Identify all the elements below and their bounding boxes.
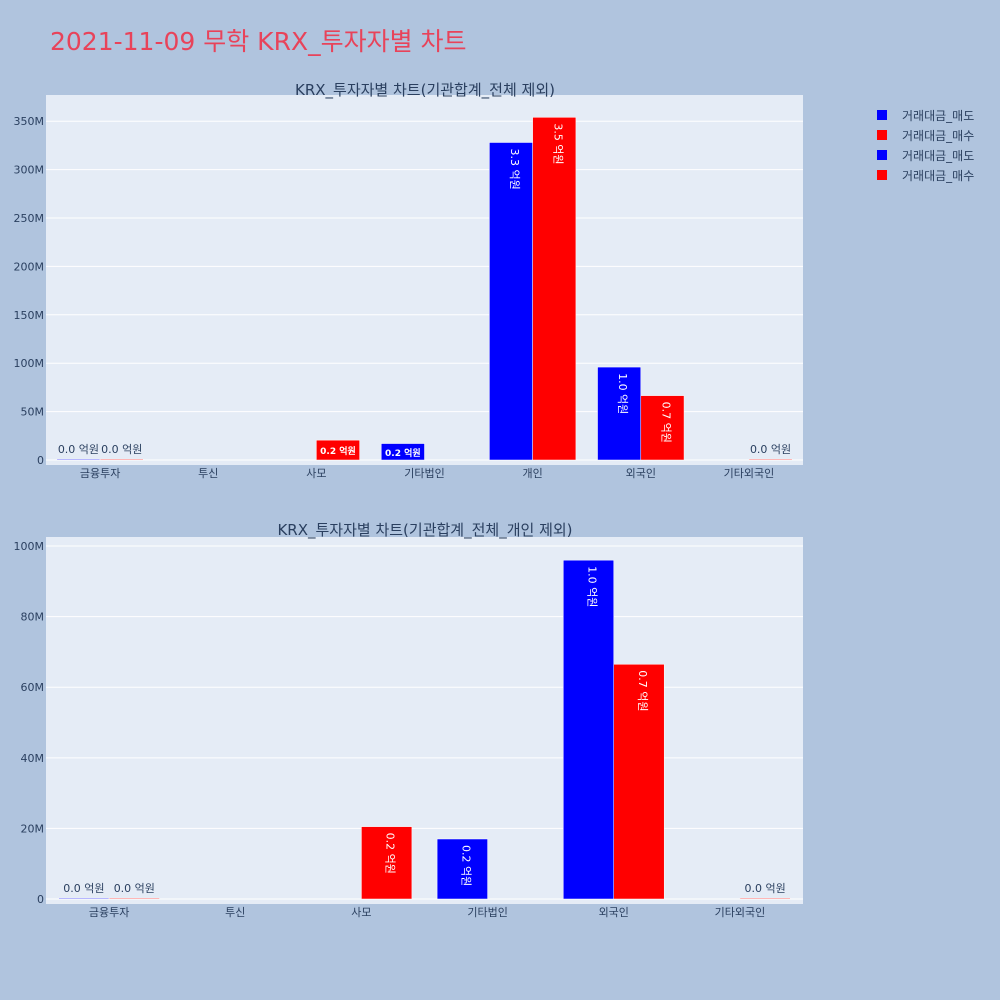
y-tick-label: 300M (14, 164, 45, 177)
bar (108, 897, 160, 900)
data-label: 3.5 억원 (551, 123, 564, 164)
y-tick-label: 50M (21, 406, 45, 419)
bar (58, 897, 110, 900)
data-label: 0.0 억원 (63, 882, 104, 895)
data-label: 0.0 억원 (114, 882, 155, 895)
x-tick-label: 개인 (523, 467, 543, 480)
legend-label: 거래대금_매도 (902, 149, 974, 163)
y-tick-label: 100M (14, 357, 45, 370)
legend-label: 거래대금_매수 (902, 169, 974, 183)
bar (489, 142, 533, 461)
y-tick-label: 200M (14, 260, 45, 273)
x-tick-label: 금융투자 (89, 906, 129, 919)
data-label: 0.7 억원 (636, 670, 649, 711)
bar (613, 664, 665, 900)
x-tick-label: 사모 (351, 906, 371, 919)
x-tick-label: 외국인 (599, 906, 629, 919)
bar (532, 117, 577, 461)
bar (56, 458, 101, 461)
y-tick-label: 60M (21, 681, 45, 694)
y-tick-label: 0 (37, 454, 44, 467)
plot-area (46, 537, 803, 904)
data-label: 0.0 억원 (101, 443, 142, 456)
data-label: 0.2 억원 (384, 833, 397, 874)
x-tick-label: 투신 (198, 467, 218, 480)
x-tick-label: 기타외국인 (724, 467, 775, 480)
bar (361, 826, 413, 900)
y-tick-label: 100M (14, 540, 45, 553)
x-tick-label: 투신 (225, 906, 245, 919)
bar (563, 559, 614, 900)
data-label: 3.3 억원 (508, 148, 521, 189)
bar (380, 443, 425, 461)
x-tick-label: 사모 (306, 467, 326, 480)
y-tick-label: 150M (14, 309, 45, 322)
bar (739, 897, 791, 900)
y-tick-label: 40M (21, 752, 45, 765)
data-label: 0.0 억원 (745, 882, 786, 895)
y-tick-label: 80M (21, 611, 45, 624)
bar (436, 838, 488, 900)
legend-label: 거래대금_매수 (902, 129, 974, 143)
legend-swatch (877, 130, 887, 140)
y-tick-label: 250M (14, 212, 45, 225)
data-label: 0.0 억원 (750, 443, 791, 456)
legend-swatch (877, 110, 887, 120)
legend-swatch (877, 150, 887, 160)
plot-area (46, 95, 803, 465)
data-label: 1.0 억원 (586, 566, 599, 607)
bar (316, 439, 360, 461)
data-label: 0.2 억원 (385, 447, 421, 459)
x-tick-label: 기타법인 (404, 467, 444, 480)
x-tick-label: 기타법인 (467, 906, 507, 919)
page-title: 2021-11-09 무학 KRX_투자자별 차트 (50, 27, 467, 56)
y-tick-label: 350M (14, 115, 45, 128)
chart-title: KRX_투자자별 차트(기관합계_전체 제외) (295, 81, 555, 100)
x-tick-label: 외국인 (626, 467, 656, 480)
bar (597, 366, 642, 461)
legend-swatch (877, 170, 887, 180)
bar (640, 395, 685, 461)
data-label: 1.0 억원 (616, 373, 629, 414)
x-tick-label: 기타외국인 (715, 906, 766, 919)
y-tick-label: 0 (37, 893, 44, 906)
data-label: 0.0 억원 (58, 443, 99, 456)
bar (748, 458, 793, 461)
y-tick-label: 20M (21, 822, 45, 835)
data-label: 0.2 억원 (459, 845, 472, 886)
legend-label: 거래대금_매도 (902, 109, 974, 123)
data-label: 0.2 억원 (320, 445, 356, 457)
data-label: 0.7 억원 (659, 402, 672, 443)
bar (99, 458, 144, 461)
x-tick-label: 금융투자 (80, 467, 120, 480)
chart-title: KRX_투자자별 차트(기관합계_전체_개인 제외) (277, 521, 572, 540)
